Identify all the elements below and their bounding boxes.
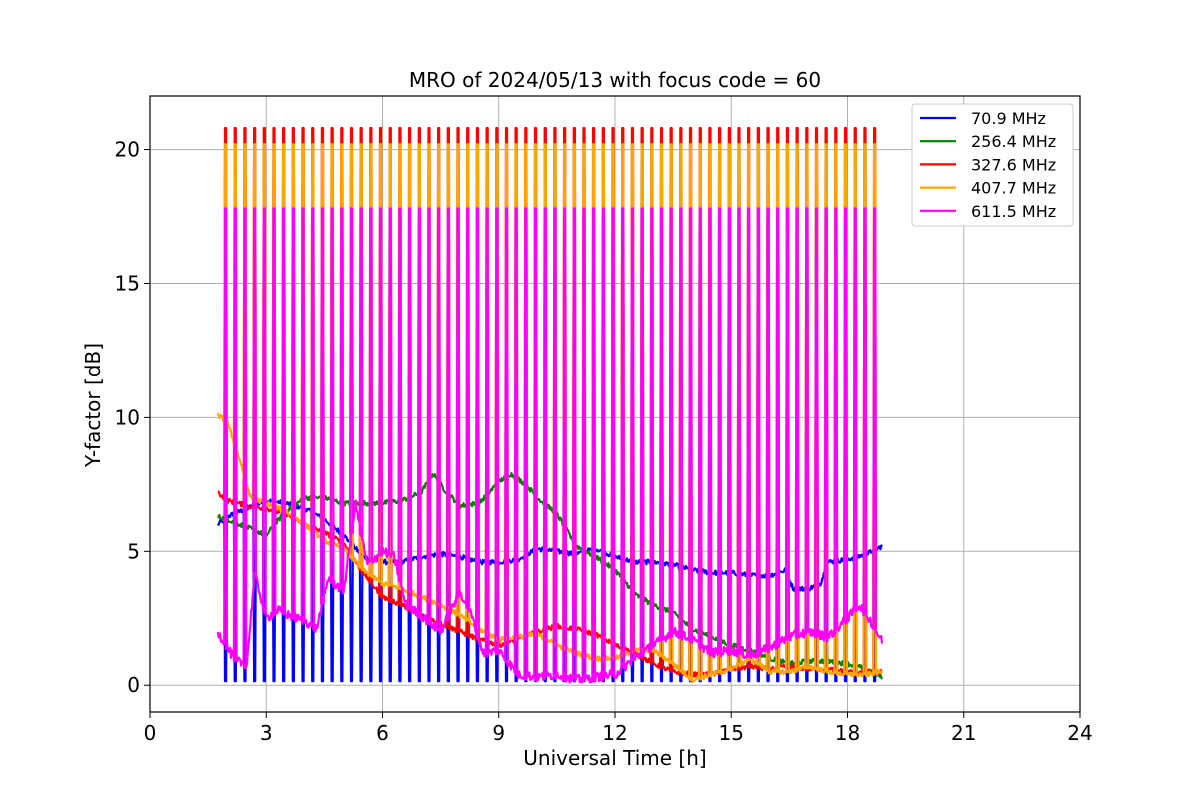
x-tick-label: 24 [1067,721,1092,745]
y-tick-label: 0 [127,673,140,697]
chart-title: MRO of 2024/05/13 with focus code = 60 [409,68,821,92]
x-tick-label: 21 [951,721,976,745]
y-tick-label: 15 [115,271,140,295]
x-tick-label: 3 [260,721,273,745]
legend-label-2: 327.6 MHz [971,155,1056,174]
legend-box [911,103,1074,227]
series-line-1 [216,472,884,680]
y-tick-label: 5 [127,539,140,563]
y-tick-label: 20 [115,138,140,162]
x-tick-label: 15 [719,721,744,745]
x-tick-label: 0 [144,721,157,745]
legend-label-4: 611.5 MHz [971,202,1056,221]
series-line-0 [216,498,883,683]
legend: 70.9 MHz 256.4 MHz 327.6 MHz 407.7 MHz 611.5… [911,103,1074,227]
series-line-2 [217,127,883,678]
series-line-3 [216,143,884,684]
x-axis: 0 3 6 9 12 15 18 21 24 [144,712,1093,745]
x-tick-label: 9 [492,721,505,745]
legend-label-1: 256.4 MHz [971,132,1056,151]
legend-label-0: 70.9 MHz [971,109,1046,128]
legend-label-3: 407.7 MHz [971,179,1056,198]
plot-area [216,127,884,684]
series-line-4 [216,207,884,684]
x-tick-label: 12 [602,721,627,745]
x-tick-label: 18 [835,721,860,745]
y-axis: 0 5 10 15 20 [115,138,150,697]
y-axis-label: Y-factor [dB] [81,343,105,468]
x-tick-label: 6 [376,721,389,745]
y-tick-label: 10 [115,405,140,429]
x-axis-label: Universal Time [h] [523,746,706,770]
series-layer [216,127,884,684]
